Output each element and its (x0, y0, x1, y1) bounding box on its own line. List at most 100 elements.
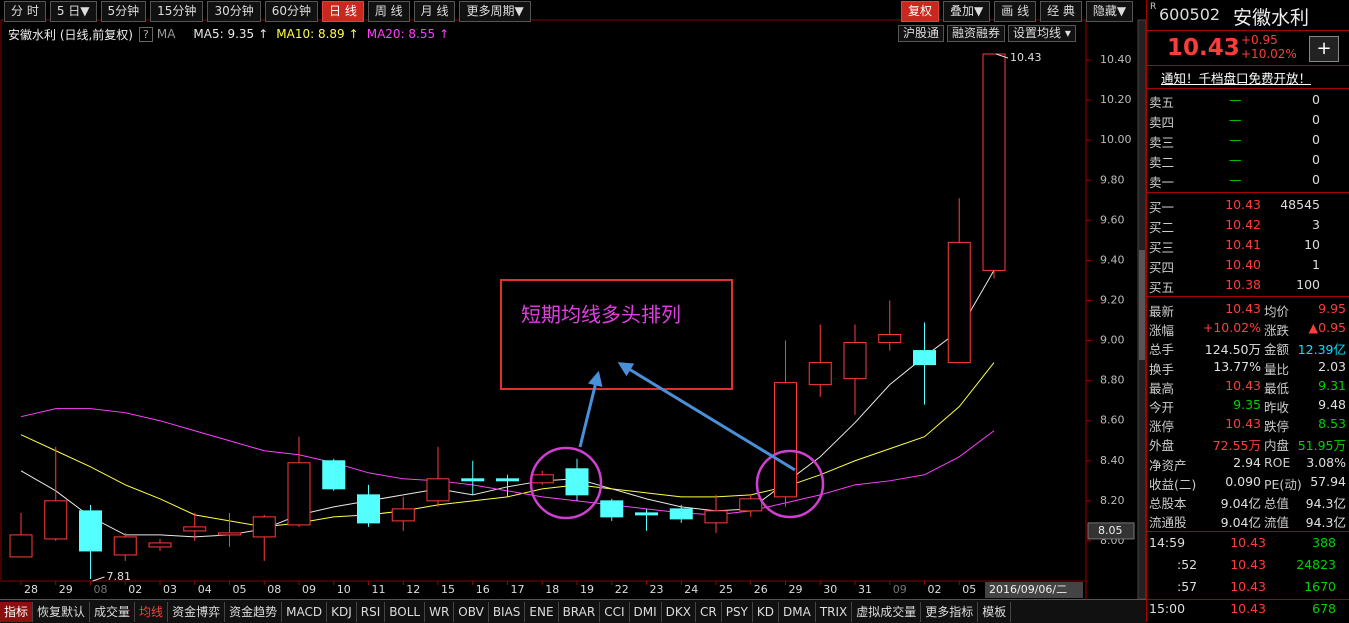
tick-volume: 1670 (1304, 579, 1336, 594)
x-tick-label: 23 (650, 583, 664, 596)
note-text: 短期均线多头排列 (521, 303, 681, 327)
indicator-tab[interactable]: BIAS (489, 601, 526, 622)
stat-value: 9.95 (1318, 301, 1346, 316)
indicator-tab[interactable]: CCI (600, 601, 630, 622)
candle-body (496, 478, 519, 482)
indicator-tab[interactable]: BRAR (559, 601, 601, 622)
price: 10.43 (1167, 35, 1240, 61)
x-tick-label: 08 (267, 583, 281, 596)
period-button[interactable]: 分 时 (4, 1, 46, 22)
indicator-tab[interactable]: 均线 (135, 601, 169, 622)
stat-value: 10.43 (1225, 416, 1261, 432)
candle-body (183, 526, 207, 532)
period-button[interactable]: 60分钟 (264, 1, 318, 22)
sell-price: — (1229, 172, 1242, 187)
info-button[interactable]: 融资融券 (947, 25, 1006, 42)
x-tick-label: 29 (59, 583, 73, 596)
info-button[interactable]: 设置均线 ▾ (1008, 25, 1076, 42)
period-button[interactable]: 月 线 (413, 1, 456, 22)
help-button[interactable]: ? (139, 26, 153, 42)
indicator-tab[interactable]: DMA (779, 601, 816, 622)
sell-volume: 0 (1312, 132, 1320, 147)
buy-volume: 100 (1296, 277, 1320, 292)
y-tick-label: 9.20 (1100, 293, 1125, 306)
period-button[interactable]: 15分钟 (150, 1, 204, 22)
indicator-tab[interactable]: 指标 (0, 601, 34, 622)
x-tick-label: 19 (580, 583, 594, 596)
notice[interactable]: 通知！千档盘口免费开放！ (1161, 71, 1312, 86)
indicator-tab[interactable]: DMI (630, 601, 662, 622)
divider (1147, 192, 1349, 193)
stat-label: 最新 (1149, 304, 1175, 319)
info-button[interactable]: 沪股通 (898, 25, 945, 42)
period-button[interactable]: 更多周期▼ (459, 1, 531, 22)
indicator-tab[interactable]: ENE (525, 601, 559, 622)
divider (1147, 65, 1349, 66)
tool-button[interactable]: 经 典 (1040, 1, 1082, 22)
sell-label: 卖一 (1149, 175, 1175, 190)
indicator-tab[interactable]: 成交量 (90, 601, 136, 622)
tool-button[interactable]: 隐藏▼ (1085, 1, 1134, 22)
buy-price: 10.43 (1225, 197, 1261, 212)
add-button[interactable]: + (1309, 36, 1339, 62)
period-button[interactable]: 30分钟 (207, 1, 261, 22)
stat-value: 12.39亿 (1297, 342, 1346, 358)
indicator-tab[interactable]: CR (696, 601, 722, 622)
legend-entry: MA10: 8.89 (276, 27, 345, 41)
sell-price: — (1229, 112, 1242, 127)
indicator-tab[interactable]: 更多指标 (921, 601, 979, 622)
stat-value: 9.48 (1318, 397, 1346, 412)
indicator-tab[interactable]: KD (753, 601, 779, 622)
indicator-tab[interactable]: OBV (454, 601, 489, 622)
candle-body (704, 510, 728, 524)
period-button[interactable]: 5 日▼ (49, 1, 97, 22)
stat-value: 13.77% (1213, 358, 1261, 374)
tool-button[interactable]: 画 线 (994, 1, 1037, 22)
candle-body (461, 478, 485, 482)
buy-label: 买一 (1149, 200, 1175, 215)
buy-label: 买四 (1149, 260, 1175, 275)
info-buttons: 沪股通 融资融券 设置均线 ▾ (898, 25, 1079, 42)
indicator-tab[interactable]: 虚拟成交量 (852, 601, 922, 622)
divider (1147, 599, 1349, 600)
current-date-box (985, 582, 1083, 598)
tool-button[interactable]: 叠加▼ (943, 1, 991, 22)
y-tick-label: 8.20 (1100, 494, 1125, 507)
x-tick-label: 22 (615, 583, 629, 596)
indicator-tab[interactable]: 资金趋势 (225, 601, 283, 622)
x-tick-label: 25 (719, 583, 733, 596)
high-pointer (995, 53, 1009, 59)
buy-volume: 48545 (1280, 197, 1320, 212)
period-button[interactable]: 5分钟 (100, 1, 147, 22)
x-tick-label: 30 (823, 583, 837, 596)
candle-body (9, 534, 33, 558)
stat-value: 9.04亿 (1220, 515, 1261, 531)
tool-button[interactable]: 复权 (901, 1, 940, 22)
period-button[interactable]: 日 线 (322, 1, 364, 22)
x-tick-label: 31 (858, 583, 872, 596)
highlight-circle (755, 449, 825, 519)
candle-body (565, 468, 589, 496)
candle-body (982, 53, 1006, 271)
indicator-tab[interactable]: RSI (357, 601, 386, 622)
stat-value: 8.53 (1318, 416, 1346, 432)
indicator-tab[interactable]: 资金博弈 (168, 601, 226, 622)
indicator-tab[interactable]: WR (425, 601, 455, 622)
indicator-tab[interactable]: MACD (282, 601, 328, 622)
indicator-tab[interactable]: 模板 (978, 601, 1012, 622)
y-tick-label: 9.80 (1100, 173, 1125, 186)
y-tick-label: 10.20 (1100, 93, 1132, 106)
indicator-tab[interactable]: 恢复默认 (33, 601, 91, 622)
stat-label: 外盘 (1149, 438, 1175, 454)
x-tick-label: 02 (928, 583, 942, 596)
indicator-tab[interactable]: PSY (722, 601, 753, 622)
stat-label: 总股本 (1149, 496, 1187, 511)
x-tick-label: 05 (962, 583, 976, 596)
period-button[interactable]: 周 线 (367, 1, 410, 22)
sell-volume: 0 (1312, 92, 1320, 107)
indicator-tab[interactable]: DKX (662, 601, 696, 622)
indicator-tab[interactable]: TRIX (816, 601, 853, 622)
indicator-tab[interactable]: KDJ (327, 601, 357, 622)
stat-label: 收益(二) (1149, 476, 1197, 492)
indicator-tab[interactable]: BOLL (385, 601, 426, 622)
